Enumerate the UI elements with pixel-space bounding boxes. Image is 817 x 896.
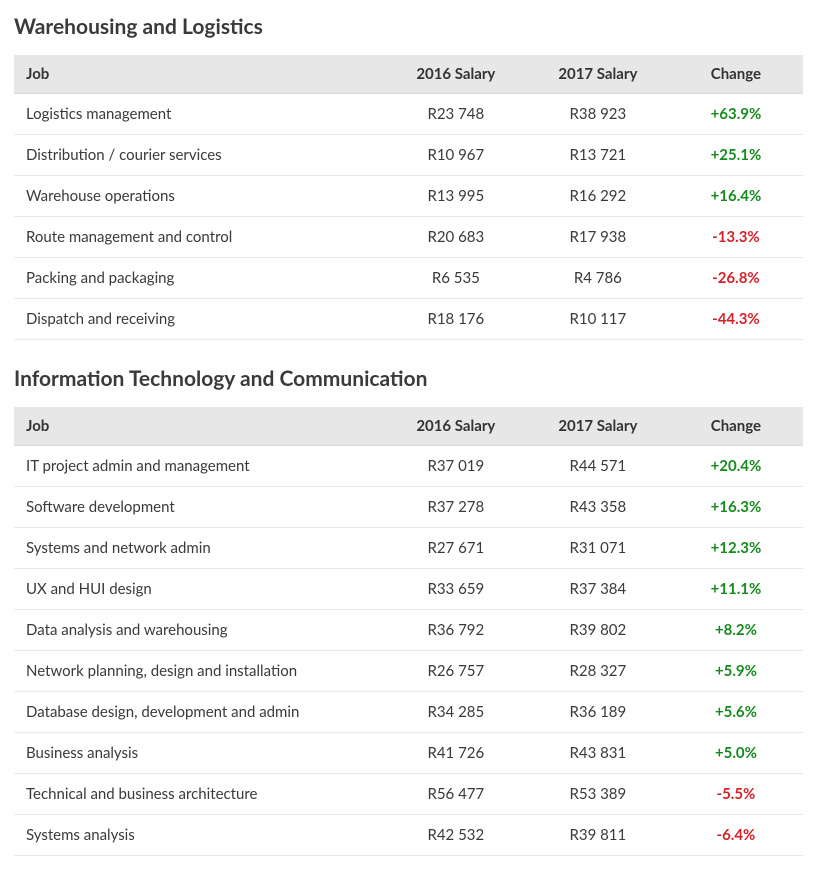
job-cell: Route management and control: [14, 217, 385, 258]
salary-2016-cell: R6 535: [385, 258, 527, 299]
change-cell: -44.3%: [669, 299, 803, 340]
salary-table: Job2016 Salary2017 SalaryChangeLogistics…: [14, 55, 803, 340]
salary-2016-cell: R20 683: [385, 217, 527, 258]
column-header: Job: [14, 55, 385, 94]
section-title: Information Technology and Communication: [14, 366, 803, 391]
salary-2017-cell: R43 358: [527, 487, 669, 528]
salary-2016-cell: R41 726: [385, 733, 527, 774]
job-cell: Network planning, design and installatio…: [14, 651, 385, 692]
table-row: Systems and network adminR27 671R31 071+…: [14, 528, 803, 569]
salary-2016-cell: R34 285: [385, 692, 527, 733]
change-cell: +11.1%: [669, 569, 803, 610]
change-cell: -13.3%: [669, 217, 803, 258]
table-row: Systems analysisR42 532R39 811-6.4%: [14, 815, 803, 856]
table-row: Software developmentR37 278R43 358+16.3%: [14, 487, 803, 528]
job-cell: Distribution / courier services: [14, 135, 385, 176]
salary-2017-cell: R10 117: [527, 299, 669, 340]
change-cell: +16.4%: [669, 176, 803, 217]
salary-2016-cell: R33 659: [385, 569, 527, 610]
job-cell: IT project admin and management: [14, 446, 385, 487]
job-cell: Software development: [14, 487, 385, 528]
column-header: Change: [669, 407, 803, 446]
table-header-row: Job2016 Salary2017 SalaryChange: [14, 55, 803, 94]
salary-2017-cell: R38 923: [527, 94, 669, 135]
salary-2017-cell: R13 721: [527, 135, 669, 176]
column-header: Change: [669, 55, 803, 94]
salary-2016-cell: R56 477: [385, 774, 527, 815]
table-row: Packing and packagingR6 535R4 786-26.8%: [14, 258, 803, 299]
salary-2017-cell: R31 071: [527, 528, 669, 569]
change-cell: +12.3%: [669, 528, 803, 569]
change-cell: -26.8%: [669, 258, 803, 299]
salary-2016-cell: R27 671: [385, 528, 527, 569]
salary-2016-cell: R18 176: [385, 299, 527, 340]
job-cell: Logistics management: [14, 94, 385, 135]
table-row: Technical and business architectureR56 4…: [14, 774, 803, 815]
salary-2017-cell: R39 811: [527, 815, 669, 856]
table-row: IT project admin and managementR37 019R4…: [14, 446, 803, 487]
job-cell: UX and HUI design: [14, 569, 385, 610]
table-row: UX and HUI designR33 659R37 384+11.1%: [14, 569, 803, 610]
salary-2016-cell: R13 995: [385, 176, 527, 217]
column-header: Job: [14, 407, 385, 446]
job-cell: Technical and business architecture: [14, 774, 385, 815]
job-cell: Packing and packaging: [14, 258, 385, 299]
salary-2017-cell: R39 802: [527, 610, 669, 651]
job-cell: Systems and network admin: [14, 528, 385, 569]
table-header-row: Job2016 Salary2017 SalaryChange: [14, 407, 803, 446]
column-header: 2016 Salary: [385, 407, 527, 446]
table-row: Network planning, design and installatio…: [14, 651, 803, 692]
job-cell: Database design, development and admin: [14, 692, 385, 733]
salary-2017-cell: R4 786: [527, 258, 669, 299]
salary-2016-cell: R23 748: [385, 94, 527, 135]
salary-2016-cell: R42 532: [385, 815, 527, 856]
job-cell: Warehouse operations: [14, 176, 385, 217]
salary-2016-cell: R26 757: [385, 651, 527, 692]
table-row: Database design, development and adminR3…: [14, 692, 803, 733]
column-header: 2017 Salary: [527, 55, 669, 94]
change-cell: +63.9%: [669, 94, 803, 135]
column-header: 2017 Salary: [527, 407, 669, 446]
job-cell: Business analysis: [14, 733, 385, 774]
table-row: Route management and controlR20 683R17 9…: [14, 217, 803, 258]
salary-2016-cell: R37 278: [385, 487, 527, 528]
salary-2017-cell: R17 938: [527, 217, 669, 258]
table-row: Warehouse operationsR13 995R16 292+16.4%: [14, 176, 803, 217]
change-cell: -5.5%: [669, 774, 803, 815]
table-row: Business analysisR41 726R43 831+5.0%: [14, 733, 803, 774]
salary-section: Warehousing and Logistics Job2016 Salary2…: [14, 14, 803, 340]
salary-table: Job2016 Salary2017 SalaryChangeIT projec…: [14, 407, 803, 856]
change-cell: +5.6%: [669, 692, 803, 733]
change-cell: +5.0%: [669, 733, 803, 774]
change-cell: +20.4%: [669, 446, 803, 487]
salary-2017-cell: R16 292: [527, 176, 669, 217]
change-cell: +16.3%: [669, 487, 803, 528]
change-cell: +25.1%: [669, 135, 803, 176]
salary-2016-cell: R36 792: [385, 610, 527, 651]
salary-2017-cell: R28 327: [527, 651, 669, 692]
salary-2017-cell: R53 389: [527, 774, 669, 815]
change-cell: -6.4%: [669, 815, 803, 856]
change-cell: +5.9%: [669, 651, 803, 692]
salary-2017-cell: R36 189: [527, 692, 669, 733]
salary-2017-cell: R43 831: [527, 733, 669, 774]
change-cell: +8.2%: [669, 610, 803, 651]
table-row: Distribution / courier servicesR10 967R1…: [14, 135, 803, 176]
table-row: Dispatch and receivingR18 176R10 117-44.…: [14, 299, 803, 340]
salary-section: Information Technology and Communication…: [14, 366, 803, 856]
salary-2016-cell: R37 019: [385, 446, 527, 487]
section-title: Warehousing and Logistics: [14, 14, 803, 39]
column-header: 2016 Salary: [385, 55, 527, 94]
salary-2017-cell: R37 384: [527, 569, 669, 610]
table-row: Logistics managementR23 748R38 923+63.9%: [14, 94, 803, 135]
job-cell: Systems analysis: [14, 815, 385, 856]
table-row: Data analysis and warehousingR36 792R39 …: [14, 610, 803, 651]
salary-2017-cell: R44 571: [527, 446, 669, 487]
job-cell: Dispatch and receiving: [14, 299, 385, 340]
salary-2016-cell: R10 967: [385, 135, 527, 176]
job-cell: Data analysis and warehousing: [14, 610, 385, 651]
